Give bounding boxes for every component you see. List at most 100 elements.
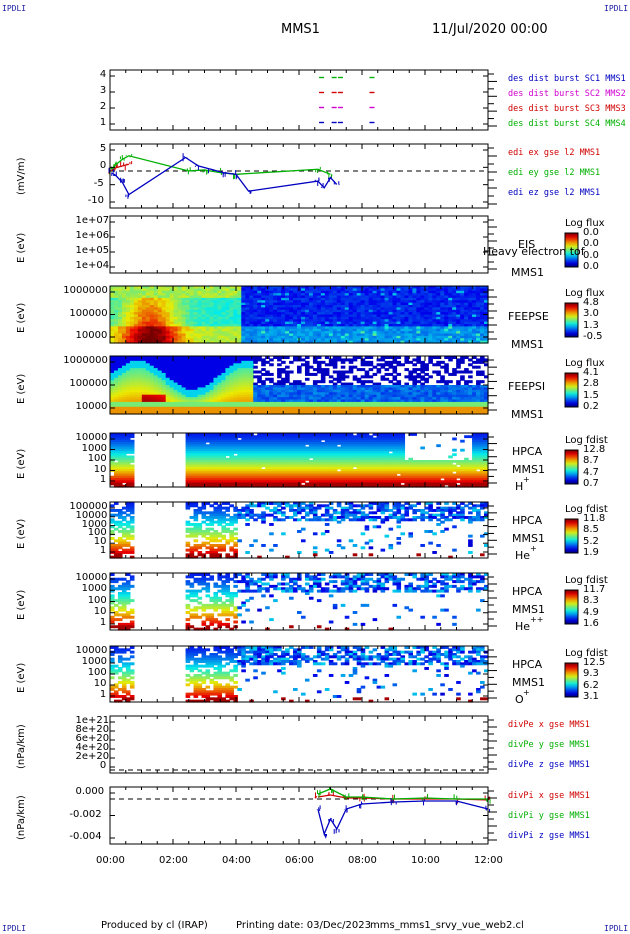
heatmap-cell [368, 293, 374, 297]
heatmap-cell [117, 335, 123, 339]
heatmap-cell [185, 358, 191, 362]
heatmap-cell [133, 288, 139, 292]
heatmap-cell [328, 389, 334, 393]
heatmap-cell [376, 385, 382, 389]
heatmap-cell [285, 335, 290, 339]
heatmap-cell [376, 300, 382, 304]
heatmap-cell [249, 375, 254, 379]
heatmap-cell [225, 297, 230, 301]
heatmap-cell [121, 471, 127, 475]
heatmap-cell [161, 290, 167, 294]
heatmap-cell [356, 328, 362, 332]
heatmap-cell [364, 293, 370, 297]
heatmap-cell [448, 302, 453, 306]
heatmap-cell [149, 375, 155, 379]
heatmap-cell [476, 288, 481, 292]
heatmap-cell [241, 365, 246, 369]
heatmap-cell [113, 302, 119, 306]
heatmap-cell [137, 382, 143, 386]
heatmap-cell [336, 312, 342, 316]
heatmap-cell [185, 375, 191, 379]
heatmap-cell [261, 409, 266, 413]
heatmap-cell [273, 314, 278, 318]
heatmap-cell [209, 409, 215, 413]
heatmap-cell [352, 312, 358, 316]
heatmap-cell [297, 387, 302, 391]
heatmap-cell [376, 406, 382, 410]
heatmap-cell [428, 394, 433, 398]
heatmap-cell [428, 328, 433, 332]
heatmap-cell [444, 338, 449, 342]
heatmap-cell [193, 385, 199, 389]
heatmap-cell [149, 392, 155, 396]
heatmap-cell [110, 453, 115, 457]
heatmap-cell [396, 380, 402, 384]
heatmap-cell [392, 288, 398, 292]
heatmap-cell [364, 360, 370, 364]
heatmap-cell [324, 316, 330, 320]
heatmap-cell [452, 302, 457, 306]
heatmap-cell [476, 409, 481, 413]
heatmap-cell [452, 297, 457, 301]
heatmap-cell [304, 404, 310, 408]
heatmap-cell [356, 316, 362, 320]
heatmap-cell [420, 338, 425, 342]
heatmap-cell [149, 335, 155, 339]
heatmap-cell [392, 321, 398, 325]
heatmap-cell [444, 382, 449, 386]
heatmap-cell [185, 382, 191, 386]
heatmap-cell [113, 462, 119, 466]
heatmap-cell [289, 392, 294, 396]
heatmap-cell [113, 404, 119, 408]
heatmap-cell [344, 399, 350, 403]
heatmap-cell [241, 368, 246, 372]
heatmap-cell [364, 404, 370, 408]
heatmap-cell [209, 401, 215, 405]
heatmap-cell [444, 297, 449, 301]
heatmap-cell [177, 397, 183, 401]
heatmap-cell [448, 324, 453, 327]
heatmap-cell [277, 302, 282, 306]
heatmap-cell [340, 307, 346, 311]
heatmap-cell [157, 340, 163, 344]
heatmap-cell [141, 293, 147, 297]
heatmap-cell [364, 397, 370, 401]
heatmap-cell [480, 333, 485, 337]
heatmap-cell [165, 404, 171, 408]
heatmap-cell [396, 385, 402, 389]
heatmap-cell [316, 406, 322, 410]
heatmap-cell [173, 324, 179, 327]
heatmap-cell [189, 439, 195, 443]
heatmap-cell [229, 404, 234, 408]
heatmap-cell [161, 399, 167, 403]
heatmap-cell [364, 356, 370, 360]
heatmap-cell [229, 286, 234, 289]
heatmap-cell [153, 399, 159, 403]
heatmap-cell [113, 314, 119, 318]
heatmap-cell [177, 372, 183, 376]
heatmap-cell [448, 321, 453, 325]
heatmap-cell [185, 307, 191, 311]
heatmap-cell [145, 363, 151, 367]
heatmap-cell [312, 305, 318, 308]
heatmap-cell [213, 324, 219, 327]
heatmap-cell [197, 389, 203, 393]
heatmap-cell [145, 293, 151, 297]
heatmap-cell [225, 356, 230, 360]
heatmap-cell [420, 404, 425, 408]
heatmap-cell [336, 401, 342, 405]
heatmap-cell [209, 442, 215, 445]
heatmap-cell [300, 321, 306, 325]
heatmap-cell [201, 433, 207, 436]
heatmap-cell [416, 335, 421, 339]
heatmap-cell [193, 286, 199, 289]
heatmap-cell [340, 328, 346, 332]
heatmap-cell [229, 297, 234, 301]
heatmap-cell [189, 305, 195, 308]
heatmap-cell [392, 328, 398, 332]
heatmap-cell [229, 316, 234, 320]
heatmap-cell [229, 333, 234, 337]
heatmap-cell [304, 305, 310, 308]
heatmap-cell [293, 409, 298, 413]
heatmap-cell [249, 338, 254, 342]
